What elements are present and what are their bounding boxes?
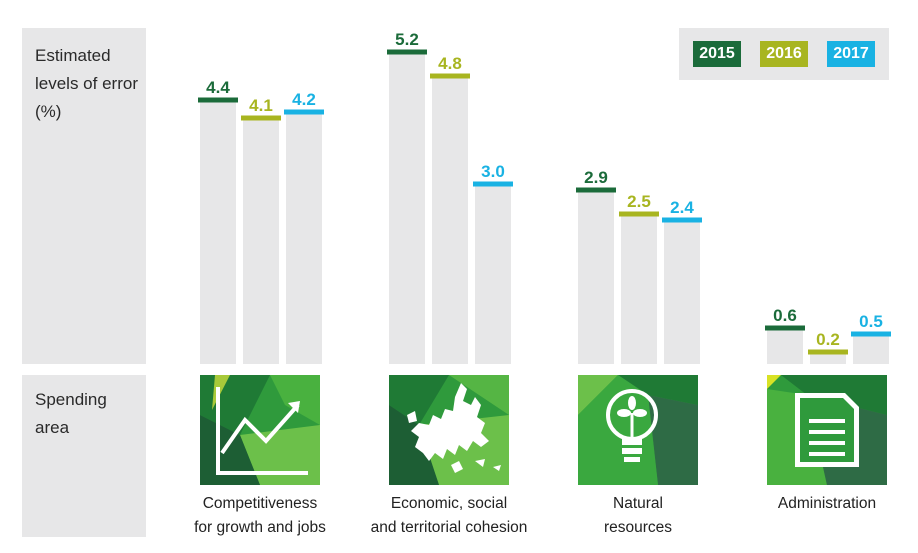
bar-cap-administration-2015 <box>765 325 805 331</box>
value-label-natural-resources-2016: 2.5 <box>627 192 651 211</box>
bar-cap-competitiveness-2016 <box>241 115 281 121</box>
legend-item-2017: 2017 <box>827 41 875 67</box>
category-label-cohesion: Economic, social and territorial cohesio… <box>370 495 528 536</box>
value-label-administration-2016: 0.2 <box>816 330 840 349</box>
bar-cap-competitiveness-2017 <box>284 109 324 115</box>
bar-natural-resources-2017 <box>664 220 700 364</box>
growth-chart-icon <box>200 375 320 485</box>
bar-cap-natural-resources-2015 <box>576 187 616 193</box>
value-label-cohesion-2017: 3.0 <box>481 162 505 181</box>
bar-administration-2016 <box>810 352 846 364</box>
bar-competitiveness-2015 <box>200 100 236 364</box>
document-icon <box>767 375 887 485</box>
value-label-administration-2017: 0.5 <box>859 312 883 331</box>
category-label-competitiveness: Competitiveness for growth and jobs <box>194 495 326 536</box>
spending-area-panel: Spending area <box>22 375 146 537</box>
europe-map-icon <box>389 375 509 485</box>
legend-item-2016: 2016 <box>760 41 808 67</box>
spending-area-label: Spending area <box>35 390 107 437</box>
bar-cap-cohesion-2016 <box>430 73 470 79</box>
bar-natural-resources-2015 <box>578 190 614 364</box>
bar-cohesion-2015 <box>389 52 425 364</box>
y-axis-label-panel: Estimated levels of error (%) <box>22 28 146 364</box>
value-label-competitiveness-2016: 4.1 <box>249 96 273 115</box>
bar-competitiveness-2017 <box>286 112 322 364</box>
value-label-administration-2015: 0.6 <box>773 306 797 325</box>
bar-cap-administration-2016 <box>808 349 848 355</box>
bar-cap-cohesion-2015 <box>387 49 427 55</box>
bar-chart: 4.4 4.1 4.2 5.2 4.8 3.0 2.9 2.5 2.4 0.6 0.2 0.5 <box>198 30 891 364</box>
bar-natural-resources-2016 <box>621 214 657 364</box>
bar-cap-cohesion-2017 <box>473 181 513 187</box>
bar-administration-2015 <box>767 328 803 364</box>
lightbulb-plant-icon <box>578 375 698 485</box>
bar-cohesion-2017 <box>475 184 511 364</box>
bar-competitiveness-2016 <box>243 118 279 364</box>
y-axis-label: Estimated levels of error (%) <box>35 46 138 121</box>
value-label-natural-resources-2015: 2.9 <box>584 168 608 187</box>
category-label-natural-resources: Natural resources <box>603 495 673 536</box>
value-label-competitiveness-2015: 4.4 <box>206 78 230 97</box>
value-label-natural-resources-2017: 2.4 <box>670 198 694 217</box>
bar-cap-competitiveness-2015 <box>198 97 238 103</box>
value-label-cohesion-2015: 5.2 <box>395 30 419 49</box>
legend: 2015 2016 2017 <box>679 28 889 80</box>
bar-cap-natural-resources-2016 <box>619 211 659 217</box>
value-label-competitiveness-2017: 4.2 <box>292 90 316 109</box>
category-label-administration: Administration <box>777 495 877 512</box>
value-label-cohesion-2016: 4.8 <box>438 54 462 73</box>
bar-cap-natural-resources-2017 <box>662 217 702 223</box>
bar-cap-administration-2017 <box>851 331 891 337</box>
bar-cohesion-2016 <box>432 76 468 364</box>
legend-item-2015: 2015 <box>693 41 741 67</box>
bar-administration-2017 <box>853 334 889 364</box>
